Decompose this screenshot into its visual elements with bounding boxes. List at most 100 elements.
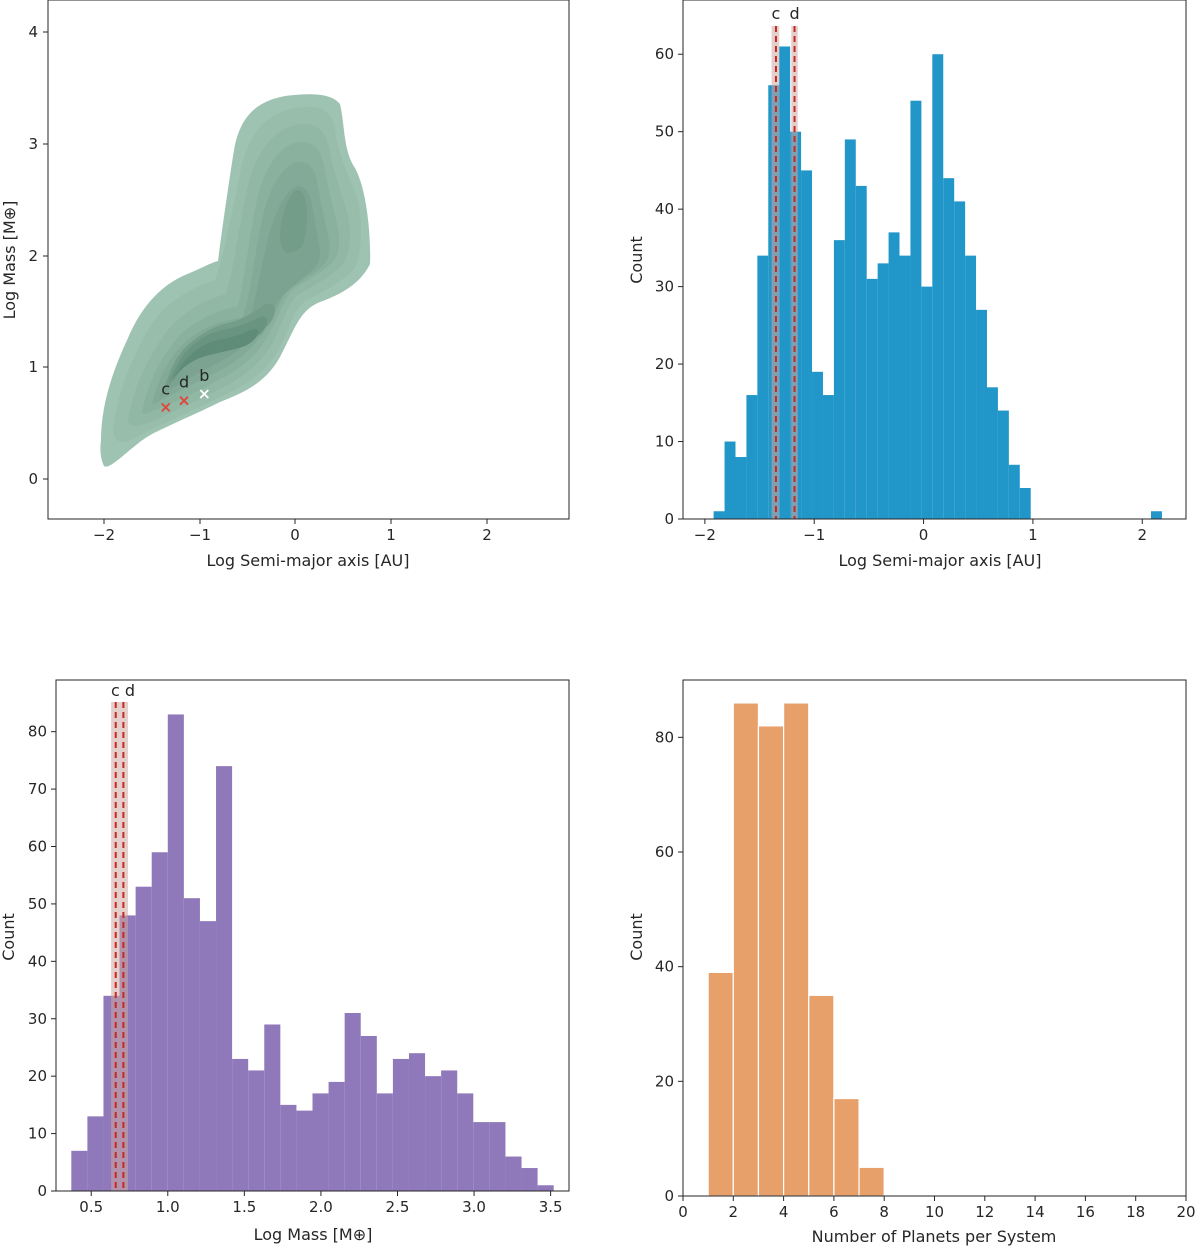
mass-ytick-label: 30	[28, 1010, 47, 1028]
planets-xtick-label: 14	[1026, 1203, 1045, 1221]
mass-ytick-label: 70	[28, 780, 47, 798]
sma-bar	[921, 286, 933, 519]
planets-xtick-label: 4	[779, 1203, 789, 1221]
mass-ytick-label: 0	[37, 1182, 47, 1200]
planets-ylabel: Count	[627, 913, 646, 961]
planet-marker-d: d	[179, 373, 189, 406]
mass-xtick-label: 2.0	[309, 1198, 333, 1216]
mass-cd-label: c d	[111, 681, 135, 700]
mass-bar	[183, 898, 200, 1191]
planets-xtick-label: 12	[975, 1203, 994, 1221]
mass-bar	[521, 1168, 538, 1191]
sma-bar	[746, 395, 758, 519]
planet-marker-cross	[179, 396, 189, 406]
sma-xtick-label: −1	[803, 526, 825, 544]
sma-bar	[1151, 511, 1162, 519]
mass-bar	[232, 1058, 249, 1191]
mass-bar	[441, 1070, 458, 1191]
sma-bar	[877, 263, 889, 519]
mass-bar	[360, 1035, 377, 1191]
planets-bar	[757, 725, 785, 1197]
mass-xtick-label: 3.5	[539, 1198, 563, 1216]
planets-xtick-label: 10	[925, 1203, 944, 1221]
planets-xtick-label: 16	[1076, 1203, 1095, 1221]
planet-marker-cross	[161, 402, 171, 413]
planets-bar	[707, 971, 734, 1197]
mass-xtick-label: 3.0	[462, 1198, 486, 1216]
mass-ytick-label: 50	[28, 895, 47, 913]
planets-bar	[808, 994, 835, 1197]
mass-bars	[71, 714, 554, 1191]
sma-bar	[844, 139, 856, 519]
planet-marker-label: d	[179, 373, 189, 392]
kde-ytick-label: 2	[28, 247, 38, 265]
mass-ylabel: Count	[0, 913, 18, 961]
kde-xtick-label: −1	[189, 526, 211, 544]
mass-bar	[296, 1110, 313, 1191]
sma-bar	[757, 255, 769, 519]
sma-bar	[866, 278, 878, 519]
planets-ytick-label: 80	[655, 728, 674, 746]
planets-ytick-label: 20	[655, 1072, 674, 1090]
kde-density	[100, 94, 371, 467]
sma-bar	[986, 387, 998, 519]
kde-contour-9	[172, 328, 258, 382]
sma-bar	[735, 457, 747, 519]
sma-ytick-label: 50	[655, 123, 674, 141]
kde-ylabel: Log Mass [M⊕]	[0, 201, 19, 320]
planets-histogram-panel: 0 2 4 6 8 10 12 14 16 18 20 0 20 40 60 80 Number of Pl…	[627, 679, 1196, 1246]
sma-bar	[910, 100, 922, 520]
planets-bar	[782, 702, 810, 1197]
planets-xtick-label: 8	[879, 1203, 889, 1221]
mass-bar	[248, 1070, 265, 1191]
planets-bars	[707, 702, 885, 1197]
mass-histogram-panel: 0.5 1.0 1.5 2.0 2.5 3.0 3.5 01020304050607080 …	[0, 679, 570, 1244]
planet-marker-label: b	[199, 366, 209, 385]
mass-ytick-label: 10	[28, 1125, 47, 1143]
mass-bar	[489, 1122, 506, 1191]
sma-bar	[954, 201, 966, 519]
sma-bar	[899, 255, 911, 519]
mass-xticks: 0.5 1.0 1.5 2.0 2.5 3.0 3.5	[79, 1191, 563, 1216]
planets-ytick-label: 0	[664, 1187, 674, 1205]
mass-xtick-label: 1.5	[232, 1198, 256, 1216]
sma-bar	[855, 185, 867, 519]
kde-xtick-label: −2	[93, 526, 115, 544]
sma-bar	[965, 255, 977, 519]
sma-ylabel: Count	[627, 236, 646, 284]
planets-xtick-label: 18	[1126, 1203, 1145, 1221]
sma-ytick-label: 20	[655, 355, 674, 373]
planets-bar	[858, 1166, 885, 1197]
sma-bar	[888, 232, 900, 519]
mass-axes-frame	[55, 679, 570, 1192]
sma-xtick-label: 2	[1137, 526, 1147, 544]
planets-ytick-label: 40	[655, 958, 674, 976]
mass-planet-lines	[111, 702, 128, 1191]
sma-bar	[812, 371, 823, 519]
kde-xlabel: Log Semi-major axis [AU]	[206, 551, 409, 570]
sma-bar	[724, 441, 736, 519]
sma-bar	[833, 240, 845, 519]
planets-xtick-label: 0	[678, 1203, 688, 1221]
mass-bar	[392, 1058, 409, 1191]
sma-yticks: 0 10 20 30 40 50 60	[655, 45, 683, 528]
sma-bar	[943, 178, 955, 519]
sma-bar	[976, 309, 987, 519]
planet-marker-c: c	[161, 379, 171, 413]
mass-bar	[344, 1013, 361, 1191]
mass-bar	[87, 1116, 104, 1191]
sma-ytick-label: 0	[664, 510, 674, 528]
mass-bar	[457, 1093, 474, 1191]
mass-bar	[505, 1156, 522, 1191]
mass-xtick-label: 1.0	[156, 1198, 180, 1216]
planet-c-band	[771, 26, 780, 519]
planets-xticks: 0 2 4 6 8 10 12 14 16 18 20	[678, 1196, 1196, 1221]
planet-marker-label: c	[161, 379, 170, 398]
sma-xlabel: Log Semi-major axis [AU]	[838, 551, 1041, 570]
sma-xtick-label: −2	[694, 526, 716, 544]
mass-bar	[425, 1076, 442, 1191]
mass-bar	[376, 1093, 393, 1191]
